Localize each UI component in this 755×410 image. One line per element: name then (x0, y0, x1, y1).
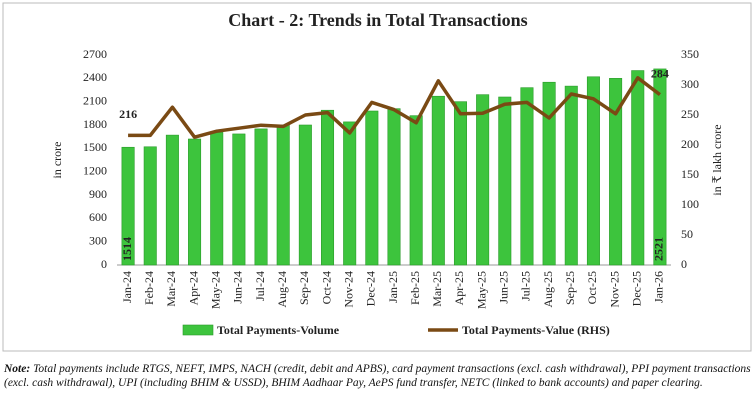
x-tick-label: Jan-24 (120, 271, 134, 303)
bar (653, 68, 667, 266)
y2-tick-label: 350 (681, 47, 699, 61)
x-tick-label: Mar-24 (164, 271, 178, 307)
note-label: Note: (4, 363, 31, 375)
bar (298, 124, 312, 266)
bar (609, 78, 623, 266)
y-tick-label: 1500 (83, 140, 107, 154)
legend-label: Total Payments-Volume (217, 323, 340, 337)
bar (210, 132, 224, 266)
x-tick-label: Feb-25 (408, 271, 422, 305)
chart-frame (2, 2, 752, 352)
y2-tick-label: 250 (681, 107, 699, 121)
bar (520, 87, 534, 266)
bar (431, 95, 445, 266)
y-tick-label: 0 (101, 257, 107, 271)
y2-tick-label: 100 (681, 197, 699, 211)
x-tick-label: May-25 (474, 271, 488, 309)
bar (387, 108, 401, 266)
note-text: Total payments include RTGS, NEFT, IMPS,… (4, 363, 751, 389)
x-tick-label: Oct-24 (319, 271, 333, 304)
bar (365, 110, 379, 266)
y2-tick-label: 300 (681, 77, 699, 91)
x-tick-label: Jun-25 (497, 271, 511, 304)
x-tick-label: Jun-24 (231, 271, 245, 304)
bar (254, 128, 268, 266)
x-tick-label: Dec-25 (630, 271, 644, 306)
x-tick-label: Dec-24 (364, 271, 378, 306)
chart-title: Chart - 2: Trends in Total Transactions (228, 10, 527, 30)
y-tick-label: 2100 (83, 93, 107, 107)
x-tick-label: Oct-25 (585, 271, 599, 304)
bar (453, 101, 467, 266)
data-label: 284 (651, 66, 669, 80)
x-tick-label: Nov-24 (341, 271, 355, 308)
y2-axis-label: in ₹ lakh crore (710, 124, 724, 195)
bar (586, 76, 600, 266)
x-tick-label: Apr-24 (186, 271, 200, 305)
x-tick-label: Aug-25 (541, 271, 555, 308)
bar (631, 70, 645, 266)
x-tick-label: Jan-25 (386, 271, 400, 303)
x-tick-label: Sep-25 (563, 271, 577, 305)
x-tick-label: Sep-24 (297, 271, 311, 305)
x-tick-label: Jul-24 (253, 271, 267, 301)
x-tick-label: Jul-25 (519, 271, 533, 301)
bar (542, 81, 556, 266)
bar (476, 94, 490, 266)
y-tick-label: 300 (89, 233, 107, 247)
bar (321, 109, 335, 266)
chart: Chart - 2: Trends in Total Transactions … (2, 2, 752, 352)
x-tick-label: Aug-24 (275, 271, 289, 308)
legend-label: Total Payments-Value (RHS) (462, 323, 610, 337)
data-label: 216 (119, 107, 137, 121)
bar (165, 134, 179, 266)
y-tick-label: 900 (89, 187, 107, 201)
bar (409, 115, 423, 266)
bar (188, 138, 202, 266)
x-tick-label: May-24 (208, 271, 222, 309)
y2-tick-label: 150 (681, 167, 699, 181)
y-axis-label: in crore (50, 142, 64, 179)
bar (232, 133, 246, 266)
legend-swatch (182, 324, 214, 336)
x-tick-label: Apr-25 (452, 271, 466, 305)
y-tick-label: 1800 (83, 117, 107, 131)
data-label: 1514 (120, 237, 134, 261)
y2-tick-label: 0 (681, 257, 687, 271)
bar (498, 96, 512, 266)
bar (343, 121, 357, 266)
bar (564, 85, 578, 266)
x-tick-label: Feb-24 (142, 271, 156, 305)
y2-tick-label: 200 (681, 137, 699, 151)
y-tick-label: 2400 (83, 70, 107, 84)
y-tick-label: 2700 (83, 47, 107, 61)
x-tick-label: Jan-26 (652, 271, 666, 303)
x-tick-label: Nov-25 (607, 271, 621, 308)
y2-tick-label: 50 (681, 227, 693, 241)
bar (276, 124, 290, 266)
x-tick-label: Mar-25 (430, 271, 444, 307)
bar (121, 146, 135, 266)
bar (143, 146, 157, 266)
note: Note: Total payments include RTGS, NEFT,… (4, 362, 752, 390)
y-tick-label: 1200 (83, 163, 107, 177)
data-label: 2521 (652, 237, 666, 261)
y-tick-label: 600 (89, 210, 107, 224)
line (128, 76, 661, 139)
